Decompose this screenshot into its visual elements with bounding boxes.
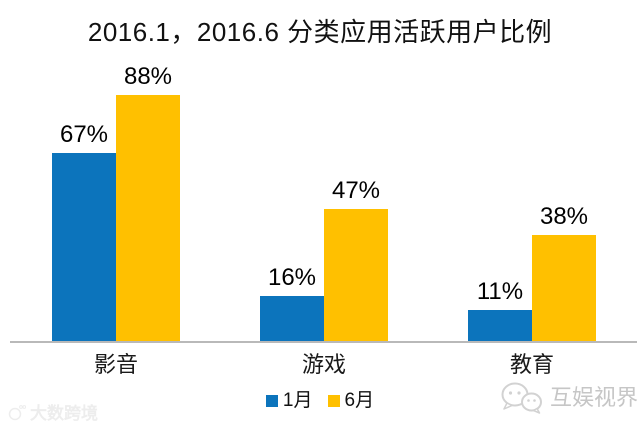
category-label-游戏: 游戏: [301, 352, 347, 377]
legend: 1月 6月: [0, 391, 640, 410]
chart-title: 2016.1，2016.6 分类应用活跃用户比例: [87, 17, 553, 47]
bar-1月-游戏: [260, 296, 324, 341]
value-label-1月-游戏: 16%: [267, 264, 317, 291]
value-label-6月-游戏: 47%: [331, 177, 381, 204]
legend-label-1月: 1月: [282, 390, 313, 411]
legend-item-1月: 1月: [265, 390, 313, 411]
bar-1月-影音: [52, 153, 116, 341]
watermark-left: 大数跨境: [8, 399, 98, 424]
bar-6月-教育: [532, 235, 596, 341]
bar-6月-影音: [116, 95, 180, 341]
value-label-6月-影音: 88%: [123, 63, 173, 90]
legend-label-6月: 6月: [344, 390, 375, 411]
category-label-教育: 教育: [509, 352, 555, 377]
wechat-chat-bubbles-icon: [501, 382, 542, 414]
bar-6月-游戏: [324, 209, 388, 341]
legend-swatch-1月: [265, 394, 278, 407]
value-label-1月-影音: 67%: [59, 121, 109, 148]
legend-swatch-6月: [327, 394, 340, 407]
category-label-影音: 影音: [93, 352, 139, 377]
watermark-right: 互娱视界: [500, 381, 638, 415]
x-axis-line: [10, 341, 637, 343]
watermark-right-text: 互娱视界: [550, 385, 639, 410]
value-label-1月-教育: 11%: [476, 278, 524, 305]
legend-item-6月: 6月: [327, 390, 375, 411]
bar-1月-教育: [468, 310, 532, 341]
watermark-left-text: 大数跨境: [30, 404, 98, 423]
value-label-6月-教育: 38%: [539, 203, 589, 230]
watermark-left-logo-icon: [8, 404, 26, 420]
